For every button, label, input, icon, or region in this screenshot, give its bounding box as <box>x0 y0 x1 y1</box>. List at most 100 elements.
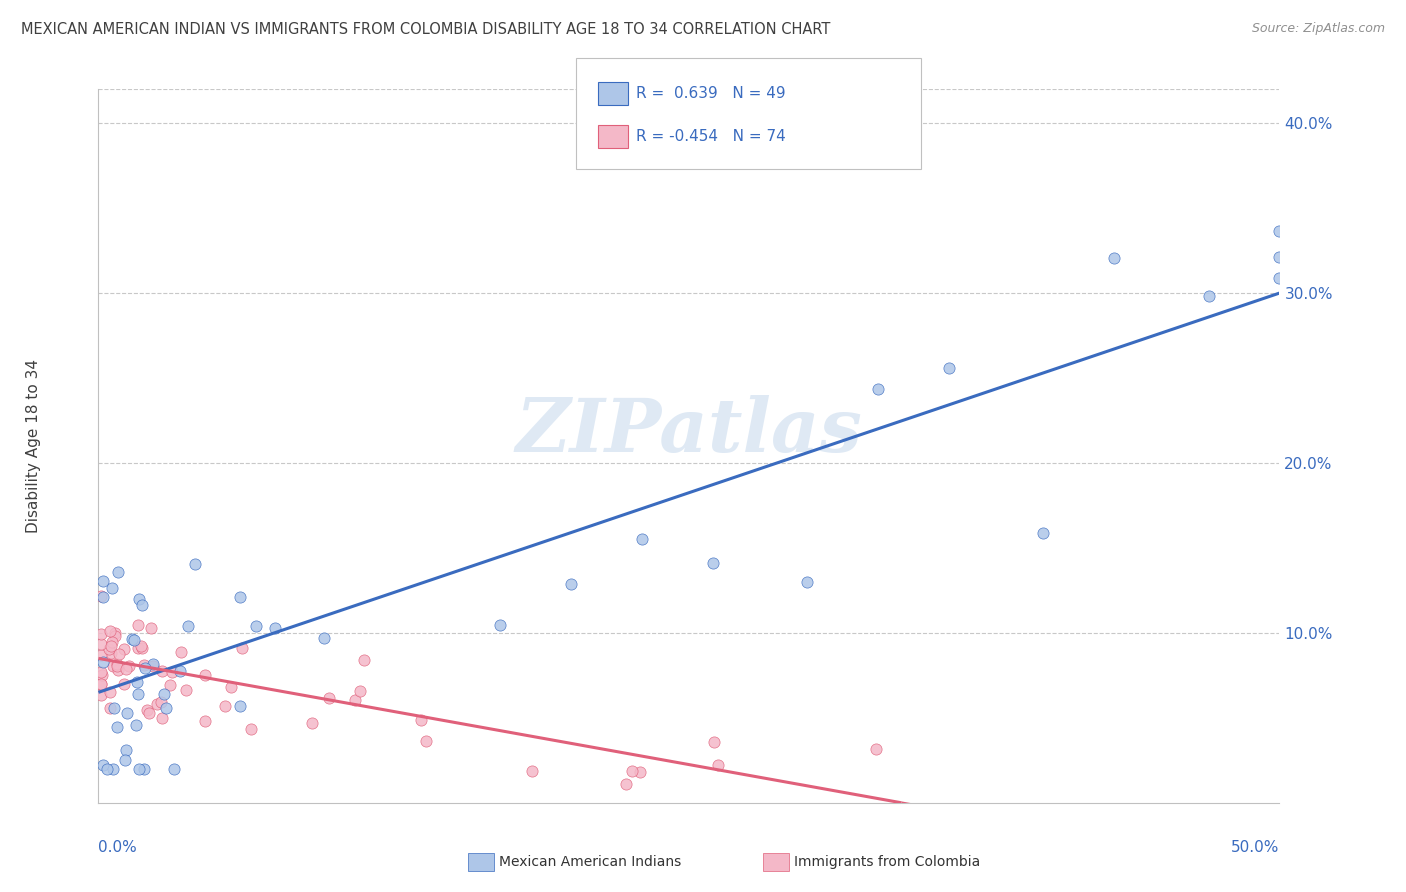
Point <box>628 765 651 780</box>
Point <box>100 685 122 699</box>
Point <box>520 764 543 779</box>
Point <box>103 658 125 673</box>
Point <box>1268 805 1291 819</box>
Point <box>114 753 136 767</box>
Point <box>415 734 437 748</box>
Point <box>96 762 118 776</box>
Point <box>104 629 127 643</box>
Point <box>318 690 340 705</box>
Point <box>162 665 184 679</box>
Point <box>150 695 173 709</box>
Point <box>1102 251 1125 265</box>
Point <box>170 645 193 659</box>
Point <box>114 641 136 656</box>
Point <box>150 711 173 725</box>
Point <box>194 714 217 729</box>
Point <box>703 735 725 749</box>
Point <box>150 665 173 679</box>
Point <box>409 713 432 727</box>
Point <box>90 665 112 680</box>
Point <box>125 675 148 690</box>
Text: MEXICAN AMERICAN INDIAN VS IMMIGRANTS FROM COLOMBIA DISABILITY AGE 18 TO 34 CORR: MEXICAN AMERICAN INDIAN VS IMMIGRANTS FR… <box>21 22 831 37</box>
Point <box>138 706 160 720</box>
Point <box>124 718 146 732</box>
Point <box>103 700 125 714</box>
Point <box>115 662 138 676</box>
Point <box>706 758 728 772</box>
Point <box>146 698 169 712</box>
Point <box>115 743 138 757</box>
Point <box>489 618 512 632</box>
Text: R = -0.454   N = 74: R = -0.454 N = 74 <box>636 129 786 144</box>
Point <box>128 591 150 606</box>
Point <box>183 557 205 571</box>
Point <box>122 632 145 647</box>
Point <box>129 639 152 653</box>
Point <box>118 659 141 673</box>
Point <box>91 591 114 605</box>
Text: Mexican American Indians: Mexican American Indians <box>499 855 682 869</box>
Point <box>90 676 112 690</box>
Point <box>353 653 375 667</box>
Point <box>796 574 818 589</box>
Point <box>1080 805 1102 819</box>
Text: Source: ZipAtlas.com: Source: ZipAtlas.com <box>1251 22 1385 36</box>
Point <box>132 762 155 776</box>
Point <box>560 576 582 591</box>
Point <box>194 667 217 681</box>
Point <box>938 360 960 375</box>
Point <box>155 700 177 714</box>
Point <box>105 659 128 673</box>
Point <box>90 589 112 603</box>
Text: 0.0%: 0.0% <box>98 840 138 855</box>
Point <box>135 703 157 717</box>
Point <box>176 682 198 697</box>
Point <box>1268 271 1291 285</box>
Point <box>163 762 186 776</box>
Point <box>131 640 153 655</box>
Point <box>90 677 112 691</box>
Point <box>245 619 267 633</box>
Point <box>91 574 114 588</box>
Point <box>264 621 287 635</box>
Text: R =  0.639   N = 49: R = 0.639 N = 49 <box>636 87 785 101</box>
Point <box>100 647 122 661</box>
Point <box>101 635 124 649</box>
Point <box>100 639 122 653</box>
Point <box>101 582 124 596</box>
Point <box>159 677 181 691</box>
Point <box>1268 224 1291 238</box>
Text: Immigrants from Colombia: Immigrants from Colombia <box>794 855 980 869</box>
Point <box>1268 250 1291 264</box>
Text: 50.0%: 50.0% <box>1232 840 1279 855</box>
Point <box>97 642 120 657</box>
Point <box>90 627 112 641</box>
Point <box>134 661 156 675</box>
Point <box>121 632 143 647</box>
Point <box>301 715 323 730</box>
Point <box>349 684 371 698</box>
Point <box>1268 805 1291 819</box>
Point <box>142 657 165 672</box>
Point <box>240 722 263 736</box>
Point <box>127 617 149 632</box>
Point <box>141 622 163 636</box>
Point <box>90 637 112 651</box>
Point <box>630 532 652 546</box>
Point <box>344 693 367 707</box>
Point <box>98 624 121 639</box>
Point <box>105 720 128 734</box>
Point <box>90 667 112 681</box>
Point <box>142 658 165 673</box>
Point <box>127 640 149 655</box>
Point <box>91 758 114 772</box>
Text: Disability Age 18 to 34: Disability Age 18 to 34 <box>25 359 41 533</box>
Point <box>112 677 135 691</box>
Point <box>1150 805 1173 819</box>
Point <box>1268 805 1291 819</box>
Point <box>128 762 150 776</box>
Point <box>620 764 643 779</box>
Point <box>101 762 124 776</box>
Point <box>152 687 174 701</box>
Point <box>132 658 155 673</box>
